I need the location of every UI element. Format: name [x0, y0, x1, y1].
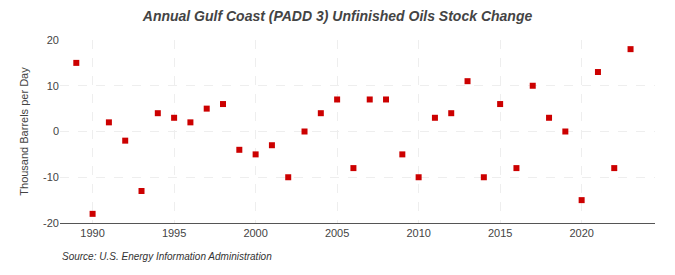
svg-text:2015: 2015	[488, 227, 512, 239]
svg-text:1995: 1995	[162, 227, 186, 239]
svg-text:2020: 2020	[569, 227, 593, 239]
svg-text:2000: 2000	[243, 227, 267, 239]
svg-text:1990: 1990	[80, 227, 104, 239]
svg-text:Thousand Barrels per Day: Thousand Barrels per Day	[18, 67, 30, 196]
svg-text:-10: -10	[43, 171, 59, 183]
svg-text:2005: 2005	[325, 227, 349, 239]
svg-text:0: 0	[53, 125, 59, 137]
svg-text:2010: 2010	[406, 227, 430, 239]
svg-text:Source: U.S. Energy Informatio: Source: U.S. Energy Information Administ…	[62, 251, 272, 262]
svg-text:-20: -20	[43, 217, 59, 229]
svg-text:Annual Gulf Coast (PADD 3) Unf: Annual Gulf Coast (PADD 3) Unfinished Oi…	[142, 8, 533, 24]
svg-text:20: 20	[47, 34, 59, 46]
svg-text:10: 10	[47, 80, 59, 92]
